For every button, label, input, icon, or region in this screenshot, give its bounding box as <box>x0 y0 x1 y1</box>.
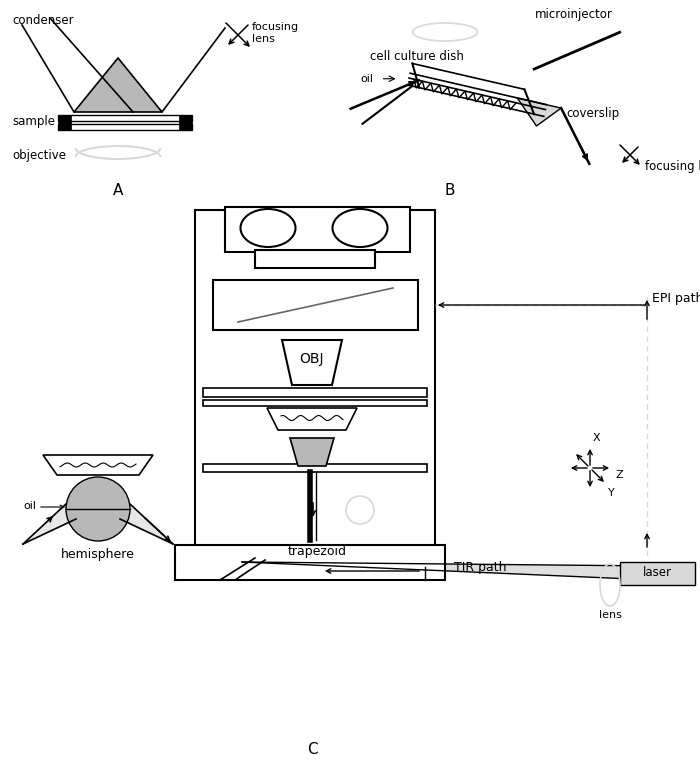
Polygon shape <box>58 115 192 121</box>
Text: objective: objective <box>12 148 66 162</box>
Polygon shape <box>620 562 695 585</box>
Text: trapezoid: trapezoid <box>288 545 346 558</box>
Polygon shape <box>517 98 561 126</box>
Polygon shape <box>242 562 655 580</box>
Text: oil: oil <box>23 501 36 511</box>
Text: condenser: condenser <box>12 14 74 27</box>
Text: B: B <box>444 183 455 198</box>
Ellipse shape <box>332 209 388 247</box>
Text: lens: lens <box>598 610 622 620</box>
Text: focusing lens: focusing lens <box>645 160 700 173</box>
Polygon shape <box>74 58 162 112</box>
Text: focusing
lens: focusing lens <box>252 22 299 43</box>
Polygon shape <box>267 408 357 430</box>
Text: hemisphere: hemisphere <box>61 548 135 561</box>
Text: X: X <box>593 433 601 443</box>
Text: C: C <box>307 742 317 757</box>
Polygon shape <box>282 340 342 385</box>
Text: OBJ: OBJ <box>300 352 324 366</box>
Text: oil: oil <box>360 74 374 84</box>
Text: laser: laser <box>643 566 671 579</box>
Polygon shape <box>58 115 71 130</box>
Text: Y: Y <box>608 488 615 498</box>
Text: TIR path: TIR path <box>454 562 506 575</box>
Polygon shape <box>23 504 76 544</box>
Polygon shape <box>203 464 427 472</box>
Text: cell culture dish: cell culture dish <box>370 50 464 63</box>
Polygon shape <box>203 388 427 397</box>
Circle shape <box>346 496 374 524</box>
Polygon shape <box>195 210 435 565</box>
Text: coverslip: coverslip <box>566 107 619 120</box>
Text: sample: sample <box>12 116 55 128</box>
Polygon shape <box>213 280 418 330</box>
Text: microinjector: microinjector <box>535 8 613 21</box>
Polygon shape <box>203 400 427 406</box>
Polygon shape <box>120 504 173 544</box>
Text: A: A <box>113 183 123 198</box>
Polygon shape <box>255 250 375 268</box>
Circle shape <box>66 477 130 541</box>
Polygon shape <box>58 124 192 130</box>
Text: EPI path: EPI path <box>652 292 700 305</box>
Polygon shape <box>43 455 153 475</box>
Text: Z: Z <box>615 470 622 480</box>
Polygon shape <box>179 115 192 130</box>
Polygon shape <box>175 545 445 580</box>
Ellipse shape <box>241 209 295 247</box>
Polygon shape <box>225 207 410 252</box>
Polygon shape <box>290 438 334 466</box>
